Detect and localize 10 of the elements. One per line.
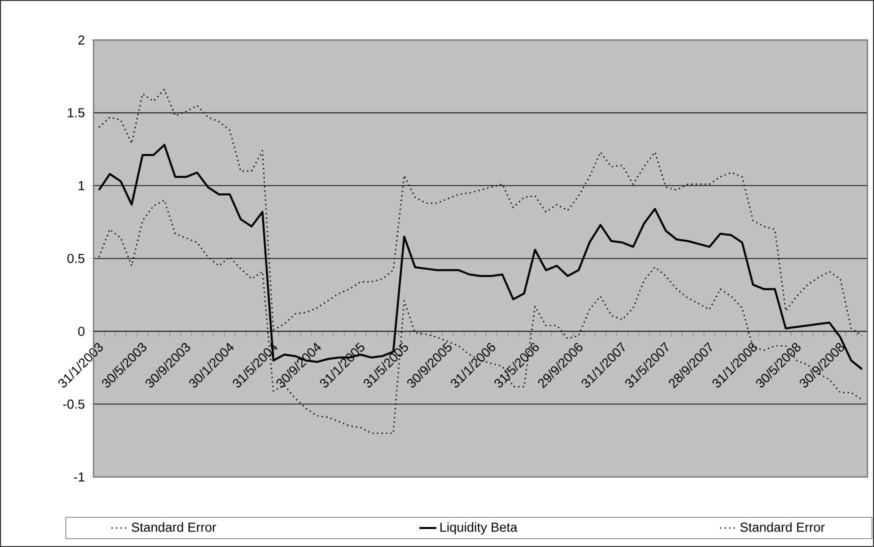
y-tick-label: 0 xyxy=(78,326,84,336)
legend-label: Standard Error xyxy=(740,522,825,532)
y-tick-label: 1 xyxy=(78,181,84,190)
y-tick-label: 0.5 xyxy=(67,254,84,264)
legend-label: Standard Error xyxy=(132,522,216,532)
y-tick-label: 2 xyxy=(78,35,84,45)
y-tick-label: 1.5 xyxy=(68,108,84,118)
y-tick-label: -1 xyxy=(74,472,84,482)
legend-label: Liquidity Beta xyxy=(440,522,518,534)
y-tick-label: -0.5 xyxy=(63,400,84,409)
